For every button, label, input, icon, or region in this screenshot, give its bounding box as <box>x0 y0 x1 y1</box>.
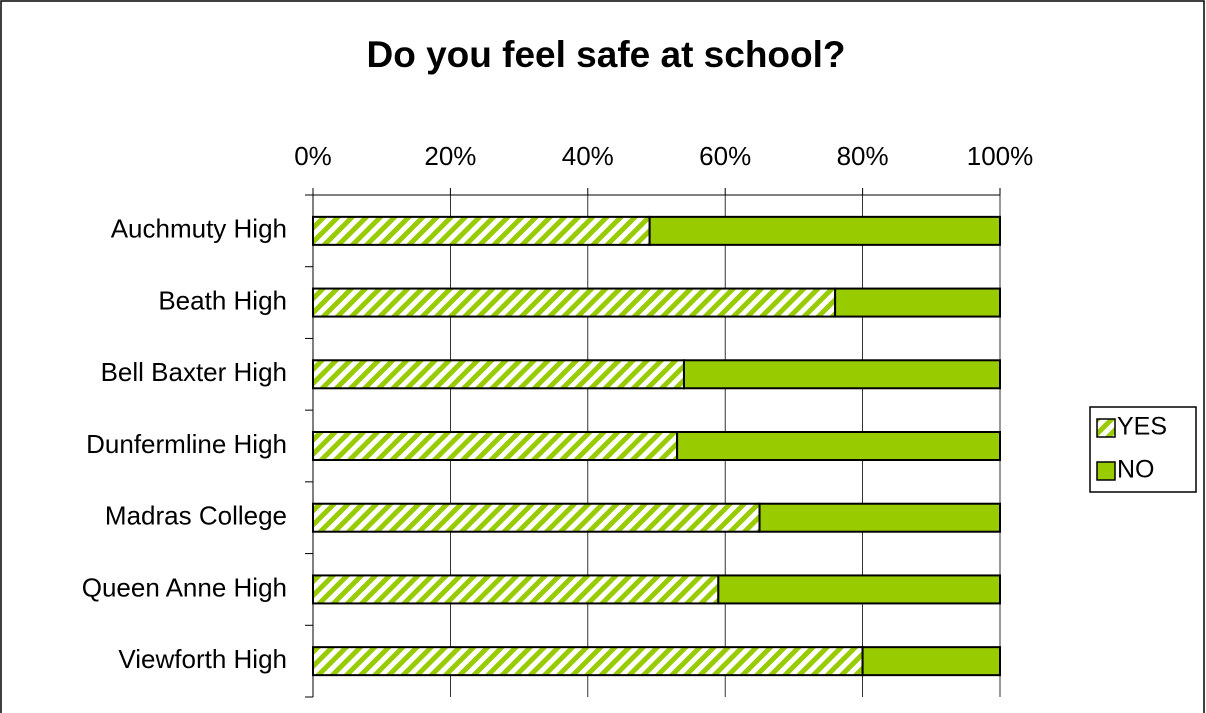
legend-label: YES <box>1117 413 1167 441</box>
x-tick-label: 60% <box>699 141 751 171</box>
bar-segment <box>312 646 864 677</box>
chart-title: Do you feel safe at school? <box>366 34 845 75</box>
bar-segment <box>717 574 1002 605</box>
x-tick-label: 100% <box>967 141 1034 171</box>
bar-segment <box>682 359 1001 390</box>
legend-label: NO <box>1117 456 1155 484</box>
legend-swatch <box>1096 418 1116 438</box>
y-tick-label: Queen Anne High <box>82 572 287 602</box>
bar-segment <box>861 646 1001 677</box>
y-tick-label: Dunfermline High <box>86 429 287 459</box>
bar-segment <box>648 215 1001 246</box>
bar-segment <box>312 359 685 390</box>
y-tick-label: Beath High <box>158 285 287 315</box>
bar-segment <box>312 574 720 605</box>
y-tick-label: Bell Baxter High <box>101 357 287 387</box>
bar-segment <box>312 215 651 246</box>
x-tick-label: 40% <box>562 141 614 171</box>
bar-segment <box>312 287 837 318</box>
y-tick-label: Viewforth High <box>118 644 287 674</box>
x-tick-label: 0% <box>294 141 332 171</box>
bar-segment <box>312 502 761 533</box>
bar-segment <box>834 287 1001 318</box>
bar-segment <box>758 502 1001 533</box>
y-tick-label: Auchmuty High <box>111 214 287 244</box>
y-tick-label: Madras College <box>105 501 287 531</box>
bar-segment <box>676 431 1001 461</box>
x-tick-label: 20% <box>424 141 476 171</box>
bar-segment <box>312 431 679 461</box>
legend-swatch <box>1096 461 1116 481</box>
x-tick-label: 80% <box>837 141 889 171</box>
